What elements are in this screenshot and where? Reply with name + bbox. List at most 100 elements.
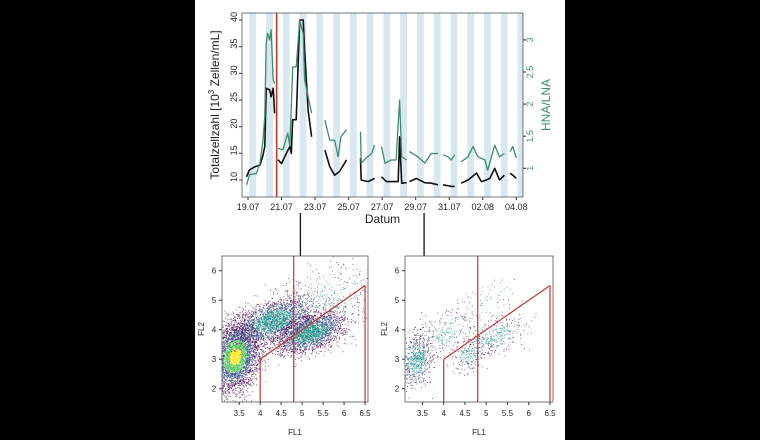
data-point — [234, 335, 235, 337]
data-point — [255, 355, 256, 357]
data-point — [292, 308, 294, 310]
data-point — [232, 373, 234, 375]
data-point — [237, 372, 239, 374]
data-point — [249, 370, 250, 372]
data-point — [273, 314, 275, 316]
data-point — [239, 374, 241, 376]
data-point — [237, 369, 239, 371]
data-point — [247, 372, 249, 374]
data-point — [261, 334, 262, 336]
data-point — [244, 360, 246, 361]
data-point — [245, 353, 246, 355]
data-point — [236, 328, 238, 330]
data-point — [286, 320, 288, 322]
data-point — [239, 378, 240, 380]
data-point — [281, 310, 283, 312]
data-point — [248, 355, 250, 357]
data-point — [243, 337, 245, 339]
data-point — [238, 333, 240, 335]
data-point — [292, 310, 294, 311]
data-point — [229, 354, 231, 356]
data-point — [233, 364, 235, 365]
data-point — [232, 329, 234, 331]
data-point — [239, 329, 241, 331]
data-point — [318, 303, 320, 304]
data-point — [296, 303, 298, 305]
data-point — [234, 359, 236, 361]
data-point — [236, 340, 238, 342]
data-point — [226, 359, 228, 361]
data-point — [250, 385, 251, 386]
data-point — [254, 346, 255, 348]
data-point — [235, 393, 237, 395]
data-point — [290, 304, 291, 306]
data-point — [252, 361, 253, 363]
data-point — [249, 365, 251, 367]
data-point — [240, 340, 242, 341]
data-point — [239, 397, 241, 398]
data-point — [292, 315, 294, 317]
data-point — [296, 312, 298, 314]
data-point — [268, 331, 270, 333]
data-point — [242, 351, 244, 353]
data-point — [231, 372, 233, 373]
data-point — [225, 349, 227, 351]
data-point — [228, 362, 230, 364]
data-point — [252, 313, 254, 315]
data-point — [224, 377, 225, 379]
data-point — [258, 368, 260, 369]
data-point — [231, 363, 232, 364]
data-point — [279, 339, 281, 341]
data-point — [254, 295, 256, 297]
data-point — [242, 374, 244, 376]
data-point — [223, 370, 224, 372]
data-point — [233, 381, 235, 383]
data-point — [232, 337, 234, 338]
data-point — [243, 378, 244, 379]
data-point — [226, 366, 228, 368]
data-point — [239, 343, 241, 344]
data-point — [231, 357, 233, 359]
data-point — [224, 330, 226, 332]
data-point — [261, 349, 263, 350]
data-point — [230, 386, 232, 388]
data-point — [237, 378, 239, 380]
data-point — [238, 334, 239, 336]
data-point — [255, 357, 257, 359]
data-point — [258, 348, 260, 350]
data-point — [240, 363, 242, 365]
data-point — [238, 372, 240, 373]
data-point — [223, 341, 225, 343]
data-point — [282, 327, 284, 328]
data-point — [243, 365, 245, 367]
data-point — [235, 396, 237, 397]
data-point — [298, 310, 300, 312]
data-point — [236, 348, 237, 349]
data-point — [251, 369, 253, 371]
data-point — [278, 306, 279, 308]
data-point — [246, 356, 248, 358]
data-point — [288, 303, 290, 305]
data-point — [243, 308, 244, 310]
data-point — [267, 335, 268, 337]
data-point — [236, 339, 237, 341]
data-point — [249, 359, 251, 361]
data-point — [289, 312, 291, 314]
data-point — [229, 371, 231, 372]
data-point — [246, 379, 247, 381]
data-point — [257, 371, 259, 373]
data-point — [239, 346, 241, 348]
data-point — [238, 384, 240, 386]
data-point — [244, 359, 246, 360]
data-point — [283, 299, 285, 301]
data-point — [247, 350, 249, 352]
data-point — [236, 355, 238, 357]
cell-count-series-segment — [409, 177, 439, 186]
data-point — [241, 367, 243, 369]
data-point — [254, 356, 255, 358]
data-point — [233, 354, 234, 356]
data-point — [258, 358, 260, 360]
data-point — [300, 303, 302, 305]
data-point — [256, 325, 257, 327]
data-point — [273, 339, 275, 341]
